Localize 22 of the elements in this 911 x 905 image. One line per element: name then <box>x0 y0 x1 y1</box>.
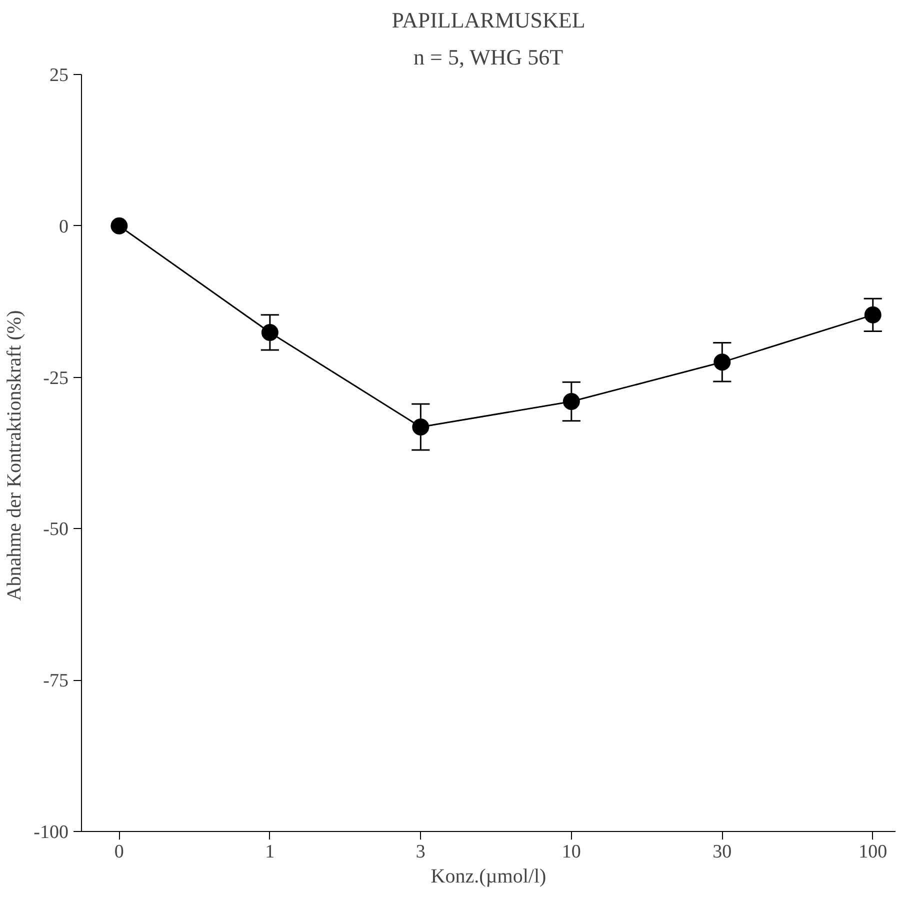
x-tick-label: 100 <box>858 842 888 862</box>
x-tick-label: 10 <box>562 842 581 862</box>
chart-title: PAPILLARMUSKEL <box>392 8 586 32</box>
y-tick-label: -100 <box>34 822 68 843</box>
y-tick-label: 25 <box>50 65 68 86</box>
y-axis-title: Abnahme der Kontraktionskraft (%) <box>4 310 26 601</box>
x-tick-label: 0 <box>114 842 124 862</box>
point <box>110 217 128 234</box>
chart-subtitle: n = 5, WHG 56T <box>414 44 564 70</box>
y-tick-label: -50 <box>43 519 68 540</box>
x-tick-label: 1 <box>265 842 275 862</box>
point <box>562 393 580 410</box>
y-tick-label: 0 <box>59 216 68 238</box>
x-axis-title: Konz.(µmol/l) <box>430 866 546 888</box>
x-tick-label: 30 <box>712 842 732 862</box>
y-tick-label: -25 <box>43 368 68 389</box>
point <box>412 418 430 436</box>
point <box>714 354 731 371</box>
x-tick-label: 3 <box>416 842 426 862</box>
point <box>261 324 278 341</box>
point <box>864 306 882 324</box>
y-tick-label: -75 <box>43 670 68 692</box>
